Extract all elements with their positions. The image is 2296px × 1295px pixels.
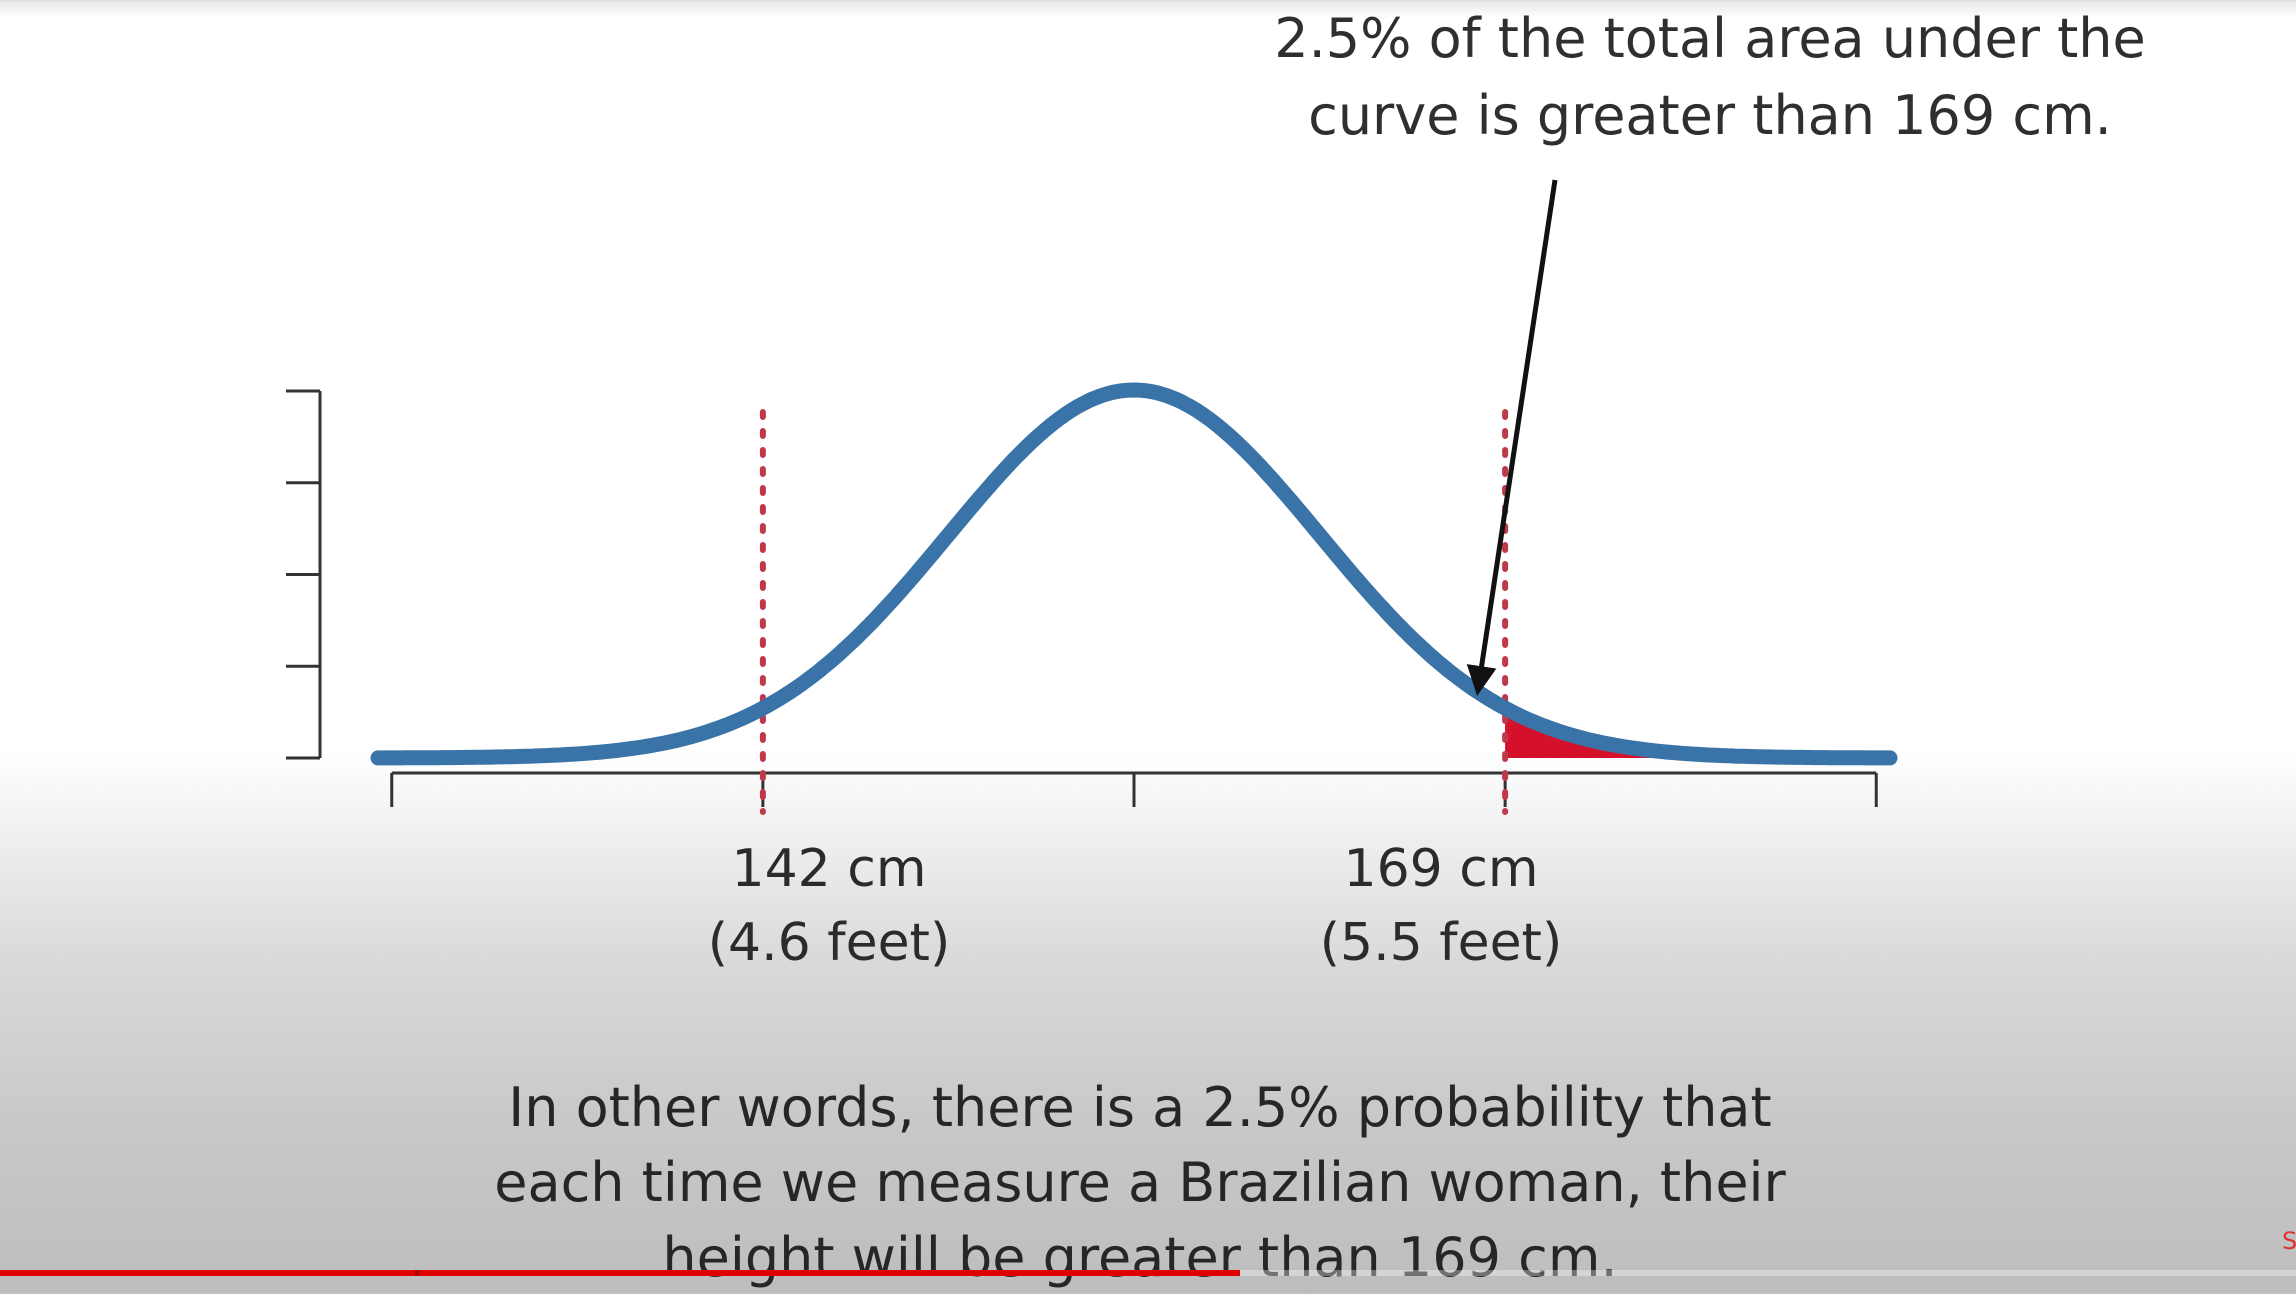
x-axis	[390, 771, 1878, 807]
annotation-arrow	[1466, 179, 1558, 696]
caption-line-1: In other words, there is a 2.5% probabil…	[508, 1076, 1772, 1139]
caption-text: In other words, there is a 2.5% probabil…	[300, 1070, 1980, 1295]
annotation-line-1: 2.5% of the total area under the	[1274, 7, 2146, 70]
y-axis	[286, 389, 322, 760]
x-label-142: 142 cm (4.6 feet)	[629, 832, 1029, 980]
chapter-gap	[415, 1270, 419, 1276]
logo-icon: S	[2282, 1227, 2296, 1255]
x-label-169: 169 cm (5.5 feet)	[1241, 832, 1641, 980]
chapter-gap	[1540, 1270, 1544, 1276]
normal-curve	[370, 382, 1898, 766]
top-shadow	[0, 0, 2296, 18]
x-label-142-cm: 142 cm	[731, 839, 927, 899]
x-label-142-feet: (4.6 feet)	[707, 913, 951, 973]
video-progress-bar[interactable]	[0, 1270, 2296, 1276]
x-label-169-cm: 169 cm	[1343, 839, 1539, 899]
annotation-text: 2.5% of the total area under the curve i…	[1240, 0, 2180, 154]
x-label-169-feet: (5.5 feet)	[1319, 913, 1563, 973]
video-progress-fill	[0, 1270, 1240, 1276]
caption-line-2: each time we measure a Brazilian woman, …	[494, 1151, 1786, 1214]
annotation-line-2: curve is greater than 169 cm.	[1308, 84, 2112, 147]
caption-line-3: height will be greater than 169 cm.	[662, 1226, 1618, 1289]
